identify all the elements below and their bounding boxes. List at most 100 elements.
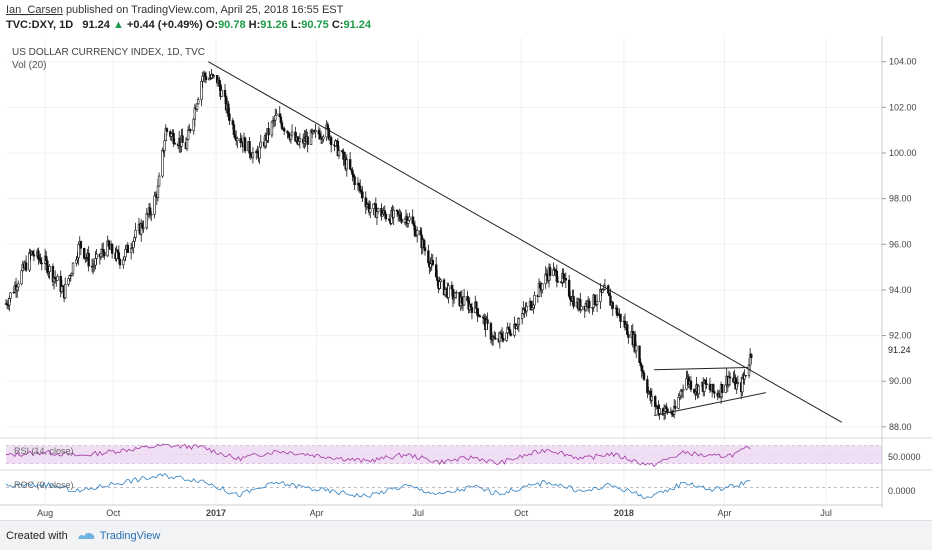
y-tick-label: 90.00	[889, 376, 912, 386]
indicators-layer	[5, 443, 751, 499]
candle-body	[517, 318, 521, 325]
candle-body	[107, 240, 110, 247]
price-chart[interactable]: 104.00 102.00 100.00 98.00 96.00 94.00 92.00 90…	[0, 36, 932, 520]
candle-body	[297, 141, 300, 145]
candle-body	[83, 247, 86, 259]
candle-body	[408, 216, 411, 221]
candle	[48, 264, 51, 280]
high-label: H:	[248, 19, 261, 31]
candle-body	[232, 124, 236, 136]
candle	[17, 280, 20, 292]
candle-body	[145, 213, 148, 229]
candle-body	[595, 301, 599, 305]
candle	[533, 291, 536, 310]
chart-title: US DOLLAR CURRENCY INDEX, 1D, TVC	[12, 47, 205, 58]
candle-body	[37, 250, 40, 259]
candle-body	[314, 130, 317, 132]
candle-body	[351, 169, 354, 175]
candle-body	[172, 132, 175, 144]
candle-body	[427, 250, 430, 264]
trendline	[654, 367, 748, 371]
candle	[9, 292, 12, 303]
candle	[580, 305, 583, 312]
candle	[415, 226, 419, 243]
candle-body	[270, 121, 274, 136]
candle-body	[150, 213, 153, 216]
candle-body	[67, 278, 70, 285]
candle	[564, 272, 567, 288]
candle-body	[383, 210, 386, 215]
candle	[494, 331, 497, 340]
candle	[306, 131, 309, 153]
candle-body	[118, 258, 122, 266]
candle	[165, 127, 169, 136]
candle-body	[196, 99, 200, 105]
candle-body	[87, 252, 90, 267]
candle	[525, 301, 528, 317]
publish-header: Ian_Carsen published on TradingView.com,…	[0, 0, 932, 36]
candle-body	[450, 285, 454, 290]
candle-body	[141, 223, 144, 229]
candle-body	[24, 262, 28, 271]
candle-body	[533, 295, 536, 306]
candle-body	[615, 307, 619, 316]
candle-body	[161, 149, 164, 177]
candle-body	[608, 292, 611, 297]
candle	[267, 121, 270, 143]
candle-body	[39, 259, 42, 264]
candle	[345, 154, 348, 177]
axes-layer: 104.00 102.00 100.00 98.00 96.00 94.00 92.00 90…	[0, 36, 932, 518]
candle-body	[507, 326, 511, 330]
candle-body	[541, 283, 544, 291]
tradingview-brand-link[interactable]: TradingView	[99, 529, 161, 542]
candle-body	[545, 273, 548, 277]
candle-body	[322, 136, 325, 140]
candle	[572, 289, 575, 309]
candle	[259, 134, 262, 149]
candle	[588, 298, 591, 314]
candle-body	[32, 254, 36, 257]
x-tick-label: Aug	[37, 508, 53, 518]
tradingview-logo-icon[interactable]	[76, 530, 96, 542]
trendline	[653, 392, 766, 416]
candle-body	[236, 138, 239, 141]
y-tick-label: 100.00	[889, 148, 917, 158]
candle-body	[186, 130, 190, 140]
candle-body	[502, 338, 505, 341]
candle	[634, 341, 638, 358]
candle-body	[142, 227, 145, 229]
candle-body	[134, 230, 137, 238]
x-tick-label: Apr	[310, 508, 324, 518]
candle-body	[70, 272, 74, 276]
candle-body	[555, 270, 559, 282]
candle-body	[243, 137, 247, 152]
candle	[196, 96, 200, 105]
candle-body	[532, 304, 535, 309]
candle-body	[419, 230, 422, 236]
candle-body	[15, 286, 19, 291]
candle	[658, 404, 661, 420]
candle	[455, 290, 458, 299]
candle-body	[283, 128, 286, 132]
rsi-line	[5, 443, 751, 468]
candle-body	[56, 276, 59, 281]
high-value: 91.26	[260, 19, 288, 31]
candle-body	[721, 384, 724, 393]
author-link[interactable]: Ian_Carsen	[6, 4, 63, 16]
price-tag-label: 91.24	[888, 345, 911, 355]
candle	[556, 276, 560, 283]
candle-body	[375, 211, 379, 218]
trendlines-layer[interactable]	[207, 61, 843, 423]
candle	[750, 353, 753, 365]
candle	[384, 212, 388, 222]
candle-body	[470, 307, 474, 314]
candle-body	[525, 306, 528, 312]
candle	[40, 256, 43, 271]
low-label: L:	[290, 19, 302, 31]
candle	[150, 211, 153, 222]
candle-body	[165, 128, 169, 132]
candle-body	[45, 255, 48, 262]
candle-body	[489, 323, 493, 340]
candle	[595, 294, 599, 312]
candle-body	[248, 141, 251, 154]
